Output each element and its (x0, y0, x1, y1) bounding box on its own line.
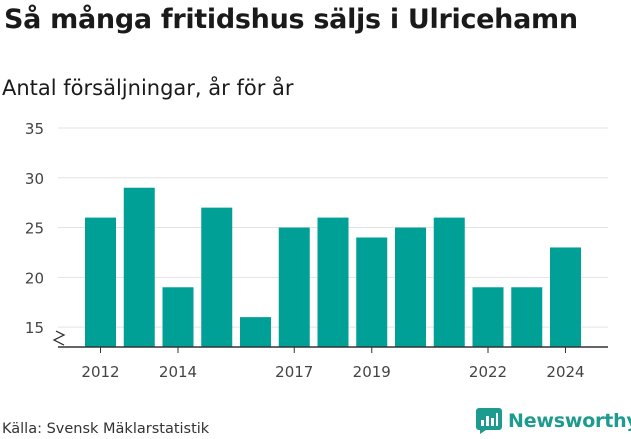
y-tick-label: 15 (25, 319, 44, 337)
y-tick-label: 25 (25, 220, 44, 238)
x-tick-label: 2019 (353, 363, 391, 381)
bars (85, 187, 581, 347)
brand-name: Newsworthy (508, 410, 631, 432)
y-axis: 15 20 25 30 35 (25, 120, 66, 346)
bar-2023 (511, 287, 543, 347)
brand-logo: Newsworthy (476, 408, 631, 434)
bar-chart: 15 20 25 30 35 2012 2014 2017 2019 2022 2024 (25, 120, 608, 381)
bar-2016 (240, 317, 271, 347)
bar-2020 (395, 227, 426, 347)
x-tick-label: 2017 (275, 363, 313, 381)
y-tick-label: 30 (25, 170, 44, 188)
y-tick-label: 35 (25, 120, 44, 138)
bar-2022 (472, 287, 504, 347)
bar-2013 (123, 187, 155, 347)
chart-subtitle: Antal försäljningar, år för år (2, 76, 294, 100)
axis-break-icon (52, 330, 66, 346)
x-tick-label: 2022 (469, 363, 507, 381)
x-tick-label: 2024 (546, 363, 584, 381)
x-tick-label: 2014 (159, 363, 197, 381)
bar-2014 (162, 287, 194, 347)
bar-2018 (317, 217, 349, 347)
x-tick-labels: 2012 2014 2017 2019 2022 2024 (81, 347, 585, 381)
source-note: Källa: Svensk Mäklarstatistik (2, 421, 210, 437)
bar-2012 (85, 217, 116, 347)
x-tick-label: 2012 (81, 363, 119, 381)
bar-2017 (278, 227, 310, 347)
bar-2019 (356, 237, 388, 347)
bar-2015 (201, 207, 233, 347)
newsworthy-logo-icon (476, 408, 502, 434)
bar-2021 (433, 217, 465, 347)
chart-title: Så många fritidshus säljs i Ulricehamn (4, 4, 578, 35)
bar-2024 (550, 247, 581, 347)
y-tick-label: 20 (25, 269, 44, 287)
